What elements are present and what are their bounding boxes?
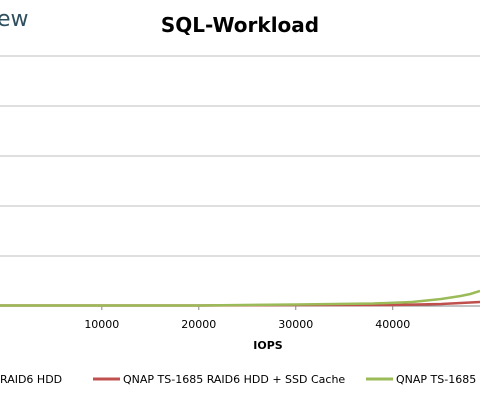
- x-tick-label-3: 40000: [375, 318, 410, 331]
- legend-label-ts1685-r: QNAP TS-1685 R: [396, 373, 480, 386]
- legend-label-ssd-cache: QNAP TS-1685 RAID6 HDD + SSD Cache: [123, 373, 345, 386]
- x-tick-label-2: 30000: [278, 318, 313, 331]
- series-line-2: [0, 289, 480, 307]
- logo-text: ew: [0, 7, 29, 32]
- x-tick-label-0: 10000: [84, 318, 119, 331]
- x-axis: 10000 20000 30000 40000: [0, 305, 480, 331]
- chart-title: SQL-Workload: [161, 13, 319, 37]
- gridlines: [0, 55, 480, 257]
- legend: RAID6 HDD QNAP TS-1685 RAID6 HDD + SSD C…: [0, 373, 480, 386]
- series-lines: [0, 289, 480, 307]
- x-axis-label: IOPS: [253, 339, 283, 352]
- x-tick-label-1: 20000: [181, 318, 216, 331]
- legend-label-raid6-hdd: RAID6 HDD: [0, 373, 62, 386]
